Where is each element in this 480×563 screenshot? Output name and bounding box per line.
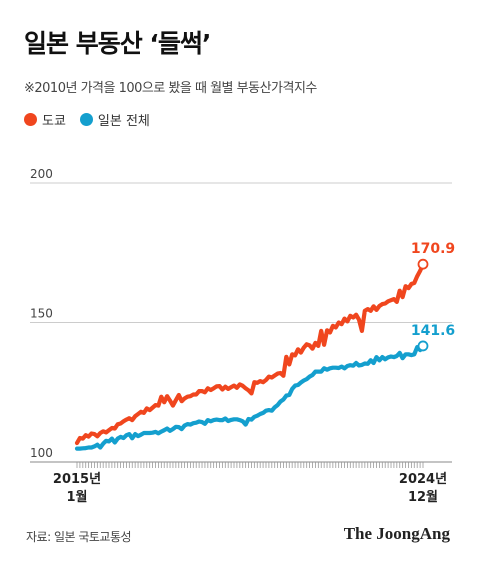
legend: 도쿄 일본 전체 <box>24 110 150 129</box>
legend-item-tokyo: 도쿄 <box>24 110 66 129</box>
end-marker-tokyo <box>417 258 429 270</box>
x-tick-label-start: 2015년 <box>53 472 101 487</box>
end-value-label-tokyo: 170.9 <box>411 241 455 257</box>
legend-label-japan: 일본 전체 <box>97 114 150 129</box>
legend-swatch-tokyo <box>24 113 37 126</box>
y-tick-label-200: 200 <box>30 167 53 181</box>
source-note: 자료: 일본 국토교통성 <box>26 530 132 544</box>
series-line-tokyo <box>74 262 426 446</box>
end-marker-japan <box>417 340 429 352</box>
x-tick-label-end: 2024년 <box>399 472 447 487</box>
publisher-logo: The JoongAng <box>343 524 450 543</box>
y-tick-label-150: 150 <box>30 307 53 321</box>
y-tick-label-100: 100 <box>30 446 53 460</box>
legend-item-japan: 일본 전체 <box>79 110 150 129</box>
x-tick-label-start: 1월 <box>66 489 87 505</box>
x-tick-label-end: 12월 <box>408 489 438 505</box>
legend-label-tokyo: 도쿄 <box>42 114 66 129</box>
chart-title: 일본 부동산 ‘들썩’ <box>24 29 211 58</box>
series-line-japan <box>74 343 426 451</box>
legend-swatch-japan <box>79 113 93 126</box>
chart-subtitle: ※2010년 가격을 100으로 봤을 때 월별 부동산가격지수 <box>24 81 317 96</box>
end-value-label-japan: 141.6 <box>411 323 455 339</box>
